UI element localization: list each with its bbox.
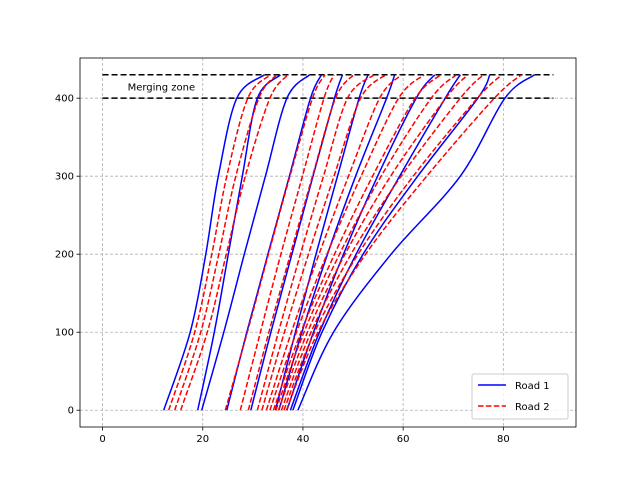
trajectory-road-2 bbox=[224, 74, 326, 411]
y-tick-label: 0 bbox=[68, 406, 74, 417]
trajectory-road-2 bbox=[275, 74, 457, 411]
grid bbox=[80, 58, 576, 427]
trajectory-road-2 bbox=[173, 74, 278, 411]
trajectory-road-1 bbox=[226, 74, 323, 411]
legend: Road 1 Road 2 bbox=[471, 373, 569, 420]
trajectory-road-1 bbox=[250, 74, 344, 411]
x-tick-label: 0 bbox=[99, 434, 105, 445]
trajectory-road-2 bbox=[265, 74, 403, 411]
trajectory-road-1 bbox=[297, 74, 535, 411]
trajectory-road-1 bbox=[292, 74, 491, 411]
trajectory-road-2 bbox=[247, 74, 355, 411]
y-tick-label: 300 bbox=[55, 172, 74, 183]
legend-label-road-2: Road 2 bbox=[515, 402, 550, 413]
trajectory-road-1 bbox=[200, 74, 311, 411]
trajectory-road-2 bbox=[239, 74, 335, 411]
trajectory-road-2 bbox=[272, 74, 442, 411]
trajectory-road-2 bbox=[256, 74, 375, 411]
x-tick-label: 80 bbox=[497, 434, 510, 445]
trajectory-road-2 bbox=[285, 74, 522, 411]
trajectory-road-1 bbox=[274, 74, 369, 411]
x-tick-label: 40 bbox=[297, 434, 310, 445]
trajectory-road-1 bbox=[278, 74, 396, 411]
x-tick-label: 60 bbox=[397, 434, 410, 445]
y-tick-label: 100 bbox=[55, 328, 74, 339]
trajectory-road-1 bbox=[162, 74, 265, 411]
merging-zone-lines bbox=[102, 74, 554, 99]
trajectory-road-2 bbox=[269, 74, 425, 411]
trajectory-road-2 bbox=[179, 74, 289, 411]
series-lines bbox=[162, 74, 535, 411]
axes-frame bbox=[79, 57, 577, 428]
trajectory-road-2 bbox=[280, 74, 484, 411]
y-tick-label: 400 bbox=[55, 94, 74, 105]
trajectory-road-2 bbox=[261, 74, 387, 411]
legend-label-road-1: Road 1 bbox=[515, 381, 550, 392]
merging-zone-label: Merging zone bbox=[128, 82, 196, 93]
trajectory-road-2 bbox=[167, 74, 271, 411]
trajectory-road-2 bbox=[277, 74, 469, 411]
x-tick-label: 20 bbox=[196, 434, 209, 445]
axis-ticks: 0 20 40 60 80 0 100 200 300 400 bbox=[55, 94, 510, 445]
y-tick-label: 200 bbox=[55, 250, 74, 261]
trajectory-road-1 bbox=[289, 74, 461, 411]
trajectory-road-2 bbox=[283, 74, 503, 411]
